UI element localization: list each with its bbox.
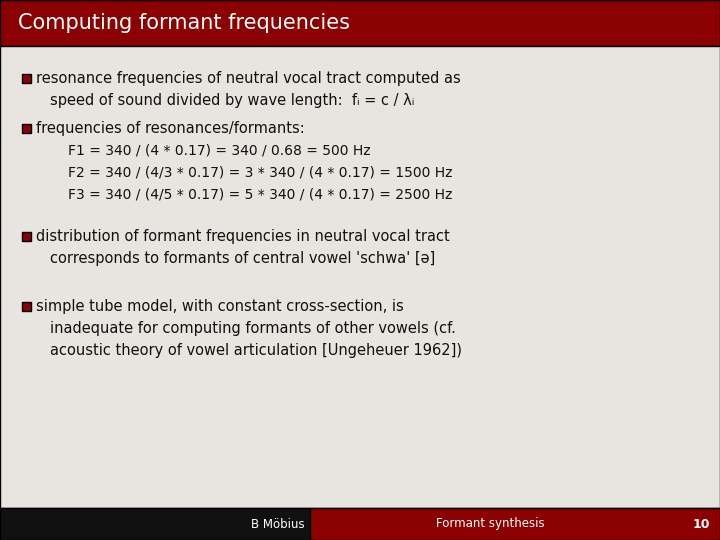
Text: acoustic theory of vowel articulation [Ungeheuer 1962]): acoustic theory of vowel articulation [U… <box>50 342 462 357</box>
Text: resonance frequencies of neutral vocal tract computed as: resonance frequencies of neutral vocal t… <box>36 71 461 85</box>
FancyBboxPatch shape <box>22 124 31 132</box>
Text: frequencies of resonances/formants:: frequencies of resonances/formants: <box>36 120 305 136</box>
Text: corresponds to formants of central vowel 'schwa' [ə]: corresponds to formants of central vowel… <box>50 251 436 266</box>
Text: B Möbius: B Möbius <box>251 517 305 530</box>
Text: inadequate for computing formants of other vowels (cf.: inadequate for computing formants of oth… <box>50 321 456 335</box>
FancyBboxPatch shape <box>310 508 720 540</box>
Text: F1 = 340 / (4 * 0.17) = 340 / 0.68 = 500 Hz: F1 = 340 / (4 * 0.17) = 340 / 0.68 = 500… <box>68 143 371 157</box>
Text: distribution of formant frequencies in neutral vocal tract: distribution of formant frequencies in n… <box>36 228 450 244</box>
Text: Formant synthesis: Formant synthesis <box>436 517 544 530</box>
FancyBboxPatch shape <box>22 73 31 83</box>
Text: F2 = 340 / (4/3 * 0.17) = 3 * 340 / (4 * 0.17) = 1500 Hz: F2 = 340 / (4/3 * 0.17) = 3 * 340 / (4 *… <box>68 165 452 179</box>
Text: Computing formant frequencies: Computing formant frequencies <box>18 13 350 33</box>
Text: simple tube model, with constant cross-section, is: simple tube model, with constant cross-s… <box>36 299 404 314</box>
Text: F3 = 340 / (4/5 * 0.17) = 5 * 340 / (4 * 0.17) = 2500 Hz: F3 = 340 / (4/5 * 0.17) = 5 * 340 / (4 *… <box>68 187 452 201</box>
FancyBboxPatch shape <box>22 301 31 310</box>
FancyBboxPatch shape <box>0 508 310 540</box>
FancyBboxPatch shape <box>0 0 720 46</box>
Text: 10: 10 <box>693 517 710 530</box>
FancyBboxPatch shape <box>22 232 31 240</box>
Text: speed of sound divided by wave length:  fᵢ = c / λᵢ: speed of sound divided by wave length: f… <box>50 92 415 107</box>
FancyBboxPatch shape <box>0 46 720 508</box>
